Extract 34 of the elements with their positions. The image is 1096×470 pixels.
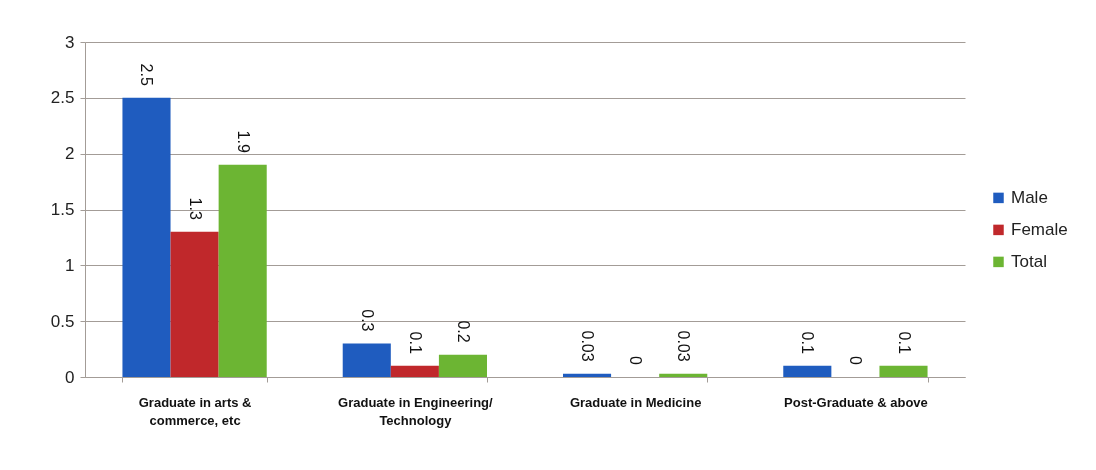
- bar: [122, 97, 171, 377]
- data-label: 0: [847, 356, 865, 366]
- data-label: 0.03: [675, 330, 693, 362]
- bar: [342, 343, 391, 377]
- bar: [879, 365, 928, 377]
- y-tick-label: 0: [65, 367, 75, 387]
- legend-label: Total: [1011, 251, 1047, 271]
- y-tick-label: 3: [65, 32, 75, 52]
- data-label: 0: [627, 356, 645, 366]
- y-tick-label: 2.5: [50, 88, 75, 108]
- x-tick-label: Graduate in Medicine: [569, 394, 702, 410]
- y-tick-label: 2: [65, 144, 75, 164]
- data-label: 0.1: [406, 331, 424, 354]
- y-tick-label: 1: [65, 255, 75, 275]
- data-label: 0.1: [895, 331, 913, 354]
- bar: [170, 231, 219, 377]
- bar: [218, 164, 267, 377]
- x-tick-label: Post-Graduate & above: [784, 394, 928, 410]
- data-label: 0.2: [454, 320, 472, 343]
- y-tick-label: 0.5: [50, 311, 75, 331]
- data-label: 0.1: [799, 331, 817, 354]
- data-label: 0.3: [358, 309, 376, 332]
- data-label: 1.9: [234, 130, 252, 153]
- bar: [438, 354, 487, 377]
- data-label: 1.3: [186, 197, 204, 220]
- data-label: 0.03: [579, 330, 597, 362]
- y-tick-label: 1.5: [50, 200, 75, 219]
- bar: [390, 365, 439, 377]
- legend-label: Male: [1011, 187, 1048, 207]
- x-tick-label: Graduate in Engineering/ Technology: [338, 394, 494, 428]
- legend-label: Female: [1011, 219, 1068, 239]
- x-tick-label: Graduate in arts & commerce, etc: [138, 394, 252, 428]
- data-label: 2.5: [138, 63, 156, 86]
- bar: [783, 365, 832, 377]
